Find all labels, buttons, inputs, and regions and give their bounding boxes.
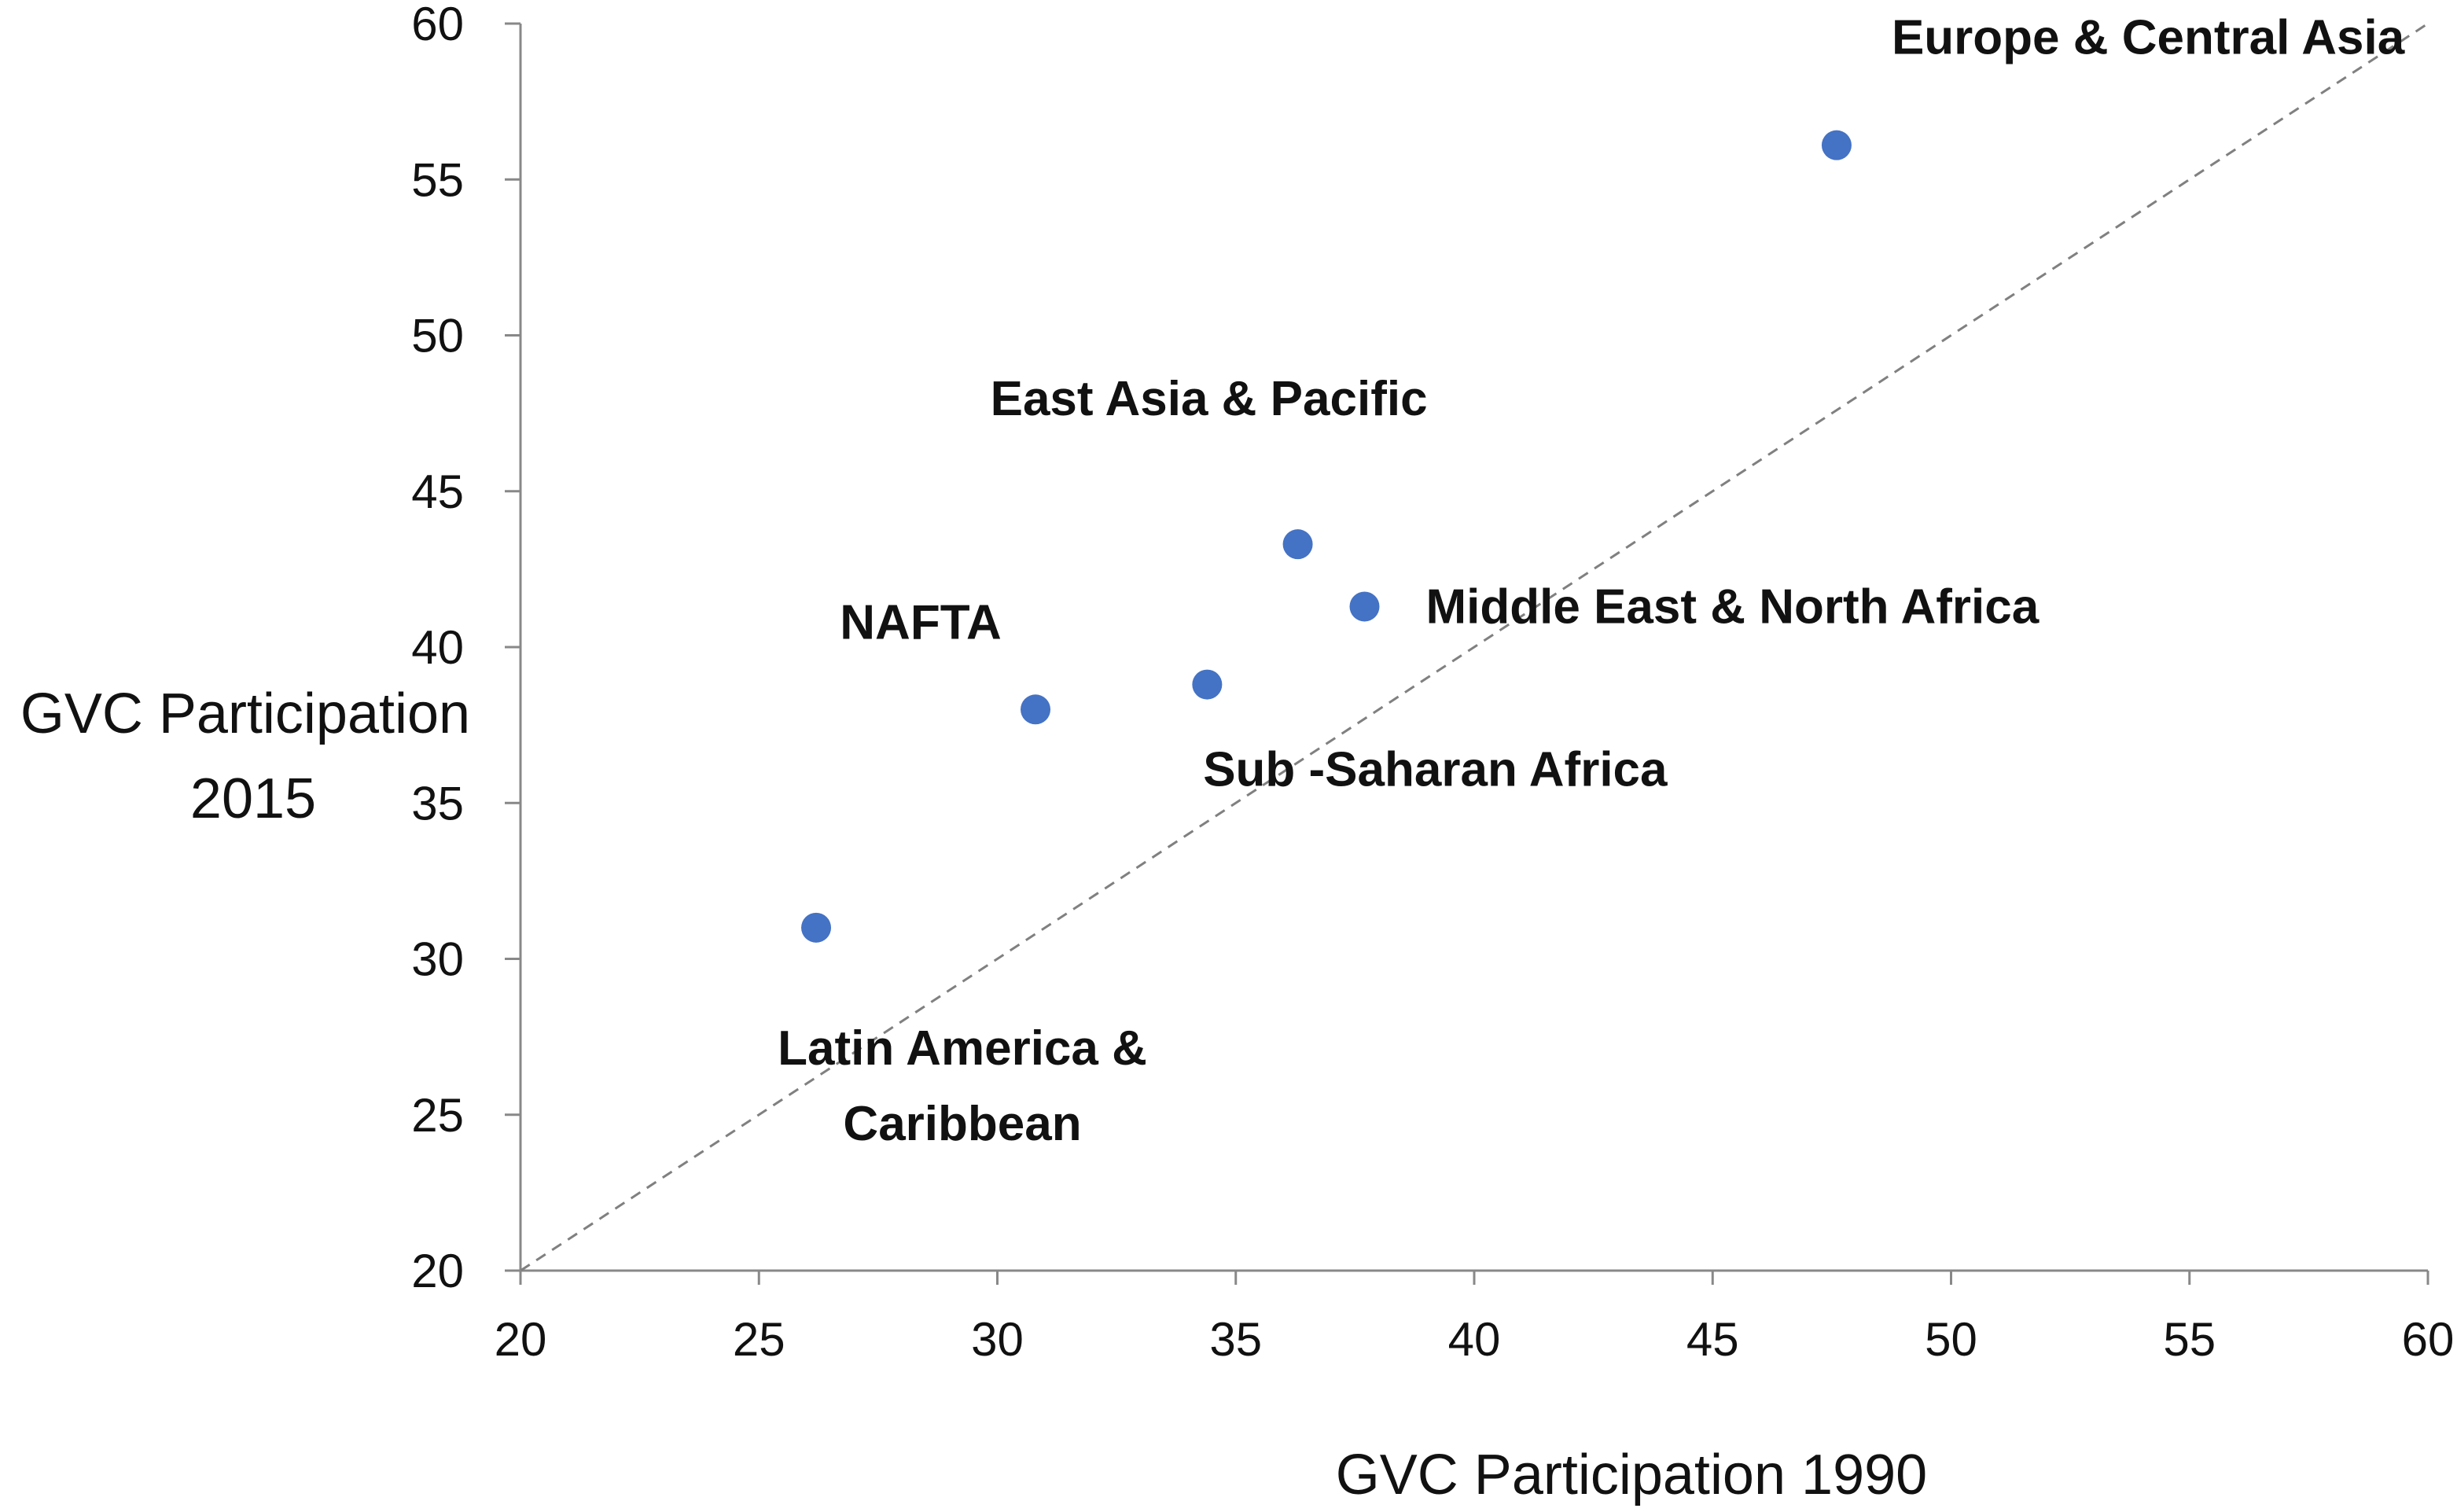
x-tick-label: 35	[1209, 1313, 1262, 1366]
y-axis-title-line-1: GVC Participation	[20, 682, 470, 745]
data-point	[1349, 591, 1380, 622]
x-tick-label: 45	[1686, 1313, 1739, 1366]
data-point	[801, 912, 832, 943]
data-point-label-line: Europe & Central Asia	[1892, 11, 2405, 65]
data-point-label: Latin America & Caribbean	[778, 1021, 1147, 1151]
x-tick-label: 20	[495, 1313, 547, 1366]
data-point-label: Sub -Saharan Africa	[1203, 743, 1668, 797]
data-point	[1821, 130, 1852, 160]
data-point-label-line: East Asia & Pacific	[991, 372, 1428, 426]
y-tick-label: 35	[411, 777, 464, 830]
x-tick-label: 55	[2163, 1313, 2216, 1366]
y-tick-label: 25	[411, 1089, 464, 1142]
y-tick-label: 60	[411, 0, 464, 50]
data-point-label-line: Caribbean	[843, 1097, 1081, 1151]
x-tick-label: 60	[2402, 1313, 2455, 1366]
y-tick-label: 40	[411, 621, 464, 674]
data-point-label-line: NAFTA	[840, 595, 1001, 649]
data-point-labels: Europe & Central Asia East Asia & Pacific…	[778, 11, 2405, 1151]
data-point	[1192, 669, 1223, 700]
y-tick-label: 20	[411, 1245, 464, 1297]
data-point	[1021, 694, 1051, 725]
y-axis-ticks: 20 25 30 35 40 45 50 55 60	[411, 0, 520, 1297]
data-point-label: NAFTA	[840, 595, 1001, 649]
x-tick-label: 40	[1448, 1313, 1501, 1366]
x-axis-ticks: 20 25 30 35 40 45 50 55 60	[495, 1271, 2455, 1366]
reference-diagonal-line	[520, 22, 2429, 1272]
data-point-label: Middle East & North Africa	[1426, 579, 2040, 634]
data-point-label-line: Middle East & North Africa	[1426, 579, 2040, 634]
x-axis-title: GVC Participation 1990	[1336, 1444, 1927, 1506]
x-tick-label: 25	[733, 1313, 785, 1366]
y-tick-label: 55	[411, 153, 464, 206]
data-points	[801, 130, 1852, 943]
x-tick-label: 30	[971, 1313, 1024, 1366]
y-tick-label: 30	[411, 933, 464, 986]
y-tick-label: 50	[411, 310, 464, 362]
data-point-label: Europe & Central Asia	[1892, 11, 2405, 65]
data-point	[1282, 529, 1313, 560]
y-axis-title: GVC Participation 2015	[20, 682, 486, 830]
y-axis-title-line-2: 2015	[190, 767, 316, 830]
x-tick-label: 50	[1925, 1313, 1977, 1366]
y-tick-label: 45	[411, 465, 464, 518]
data-point-label: East Asia & Pacific	[991, 372, 1428, 426]
data-point-label-line: Sub -Saharan Africa	[1203, 743, 1668, 797]
data-point-label-line: Latin America &	[778, 1021, 1147, 1076]
